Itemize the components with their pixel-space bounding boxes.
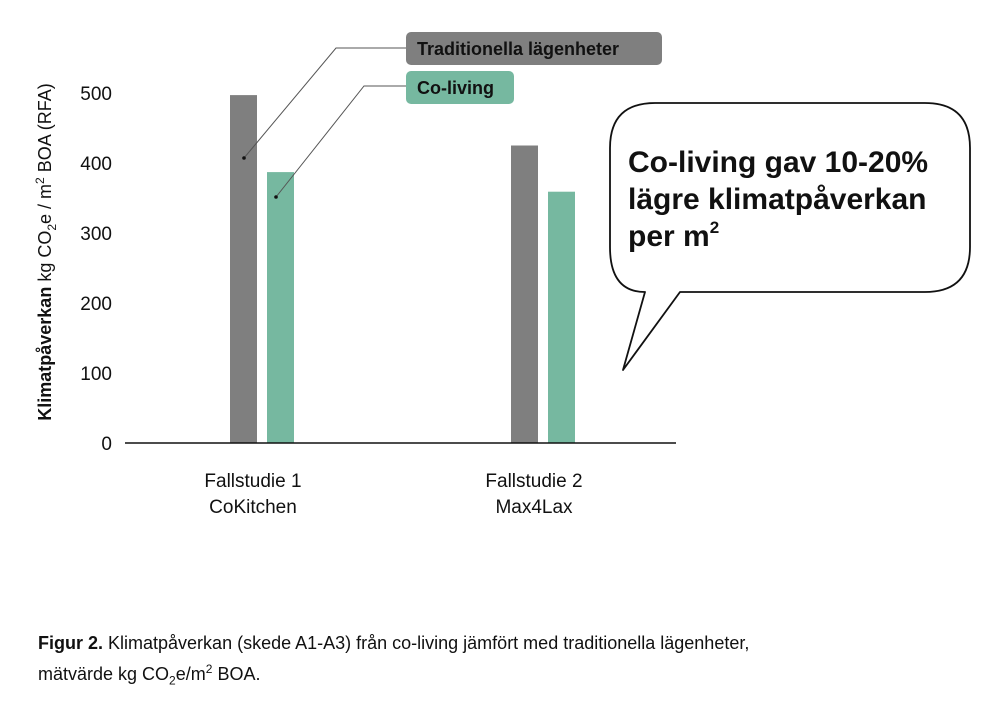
y-tick-label: 0 (101, 434, 112, 455)
legend-label-traditionella: Traditionella lägenheter (417, 39, 619, 59)
bubble-line-2: lägre klimatpåverkan (628, 183, 927, 216)
caption-line-2: mätvärde kg CO2e/m2 BOA. (38, 662, 261, 688)
caption-label: Figur 2. (38, 633, 104, 653)
legend-label-coliving: Co-living (417, 78, 494, 98)
y-tick-label: 500 (80, 84, 112, 105)
bar-chart: Klimatpåverkan kg CO2e / m2 BOA (RFA) 0 1… (33, 32, 971, 518)
caption-line-1: Figur 2. Klimatpåverkan (skede A1-A3) fr… (38, 633, 750, 653)
bar-coliving-2 (548, 191, 575, 443)
y-tick-label: 400 (80, 154, 112, 175)
y-axis-ticks: 0 100 200 300 400 500 (80, 84, 112, 455)
y-axis-label: Klimatpåverkan kg CO2e / m2 BOA (RFA) (33, 83, 59, 421)
category-label-2-line-2: Max4Lax (495, 497, 573, 518)
y-tick-label: 100 (80, 364, 112, 385)
y-tick-label: 200 (80, 294, 112, 315)
category-label-1-line-1: Fallstudie 1 (204, 471, 301, 492)
legend-item-coliving: Co-living (406, 71, 514, 104)
y-tick-label: 300 (80, 224, 112, 245)
legend: Traditionella lägenheter Co-living (406, 32, 662, 104)
category-label-2-line-1: Fallstudie 2 (485, 471, 582, 492)
speech-bubble-shape (609, 102, 971, 371)
bar-traditionella-1 (230, 95, 257, 443)
bubble-line-1: Co-living gav 10-20% (628, 146, 928, 179)
category-label-1-line-2: CoKitchen (209, 497, 297, 518)
bar-traditionella-2 (511, 145, 538, 443)
legend-swatch-traditionella (406, 32, 662, 65)
speech-bubble: Co-living gav 10-20% lägre klimatpåverka… (609, 102, 971, 371)
legend-swatch-coliving (406, 71, 514, 104)
figure-caption: Figur 2. Klimatpåverkan (skede A1-A3) fr… (38, 630, 968, 694)
category-labels: Fallstudie 1 CoKitchen Fallstudie 2 Max4Lax (204, 471, 582, 518)
legend-item-traditionella: Traditionella lägenheter (406, 32, 662, 65)
bars (230, 95, 575, 443)
bar-coliving-1 (267, 172, 294, 443)
bubble-line-3: per m2 (628, 218, 719, 253)
legend-leaders (242, 47, 406, 199)
